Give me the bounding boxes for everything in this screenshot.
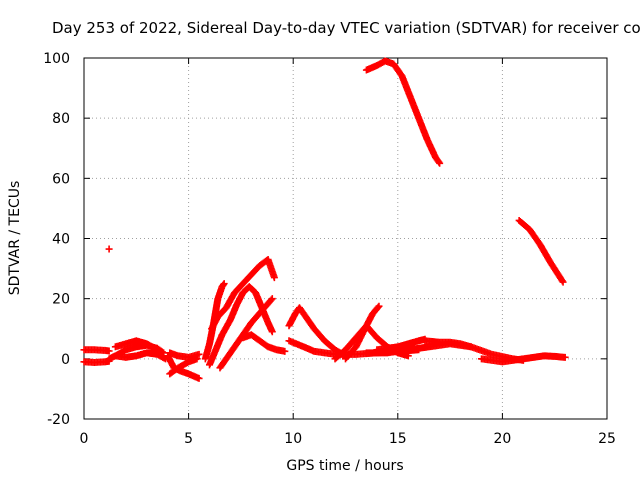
- series-sat-n: [239, 331, 289, 355]
- x-tick-label: 10: [284, 431, 302, 447]
- x-tick-label: 20: [493, 431, 511, 447]
- y-tick-label: 80: [52, 111, 70, 127]
- data-point: [559, 278, 567, 286]
- data-point: [374, 303, 382, 311]
- data-point: [195, 350, 203, 358]
- data-point: [467, 343, 475, 351]
- x-tick-label: 0: [80, 431, 89, 447]
- y-tick-label: 100: [43, 51, 70, 67]
- series-sat-x: [515, 216, 567, 286]
- data-point: [558, 277, 566, 285]
- data-point: [268, 295, 276, 303]
- series-sat-w: [477, 352, 569, 366]
- y-tick-label: 40: [52, 232, 70, 248]
- data-point: [561, 353, 569, 361]
- data-point: [105, 245, 113, 253]
- data-point: [105, 347, 113, 355]
- x-axis-label: GPS time / hours: [286, 458, 403, 474]
- data-point: [267, 296, 275, 304]
- chart-title-text: Day 253 of 2022, Sidereal Day-to-day VTE…: [52, 19, 640, 37]
- series-sat-i: [166, 349, 203, 361]
- series-sat-k: [206, 283, 276, 369]
- data-marks: [80, 57, 569, 382]
- data-point: [375, 302, 383, 310]
- data-point: [404, 352, 412, 360]
- data-point: [436, 159, 444, 167]
- series-sat-l: [208, 256, 278, 333]
- axis-ticks: 0 5 10 15 20 25 -20 0 20 40 60 80 100: [43, 51, 616, 447]
- data-point: [281, 347, 289, 355]
- data-point: [268, 328, 276, 336]
- x-tick-label: 5: [184, 431, 193, 447]
- series-sat-b: [80, 357, 113, 366]
- x-tick-label: 25: [598, 431, 616, 447]
- data-point: [435, 158, 443, 166]
- series-sat-u: [421, 337, 475, 351]
- series-sat-c: [105, 245, 113, 253]
- y-axis-label: SDTVAR / TECUs: [7, 181, 23, 296]
- data-point: [270, 274, 278, 282]
- y-tick-label: 20: [52, 292, 70, 308]
- x-tick-label: 15: [389, 431, 407, 447]
- y-tick-label: 0: [61, 352, 70, 368]
- grid: [84, 58, 607, 419]
- series-sat-e: [111, 337, 167, 357]
- data-point: [195, 374, 203, 382]
- data-point: [220, 280, 228, 288]
- y-tick-label: -20: [47, 412, 70, 428]
- series-sat-m: [216, 295, 276, 372]
- series-sat-a: [80, 346, 113, 355]
- series-sat-h: [166, 355, 201, 378]
- series-sat-t: [373, 335, 429, 354]
- y-tick-label: 60: [52, 171, 70, 187]
- chart-title: Day 253 of 2022, Sidereal Day-to-day VTE…: [0, 19, 640, 39]
- series-sat-v: [362, 57, 444, 167]
